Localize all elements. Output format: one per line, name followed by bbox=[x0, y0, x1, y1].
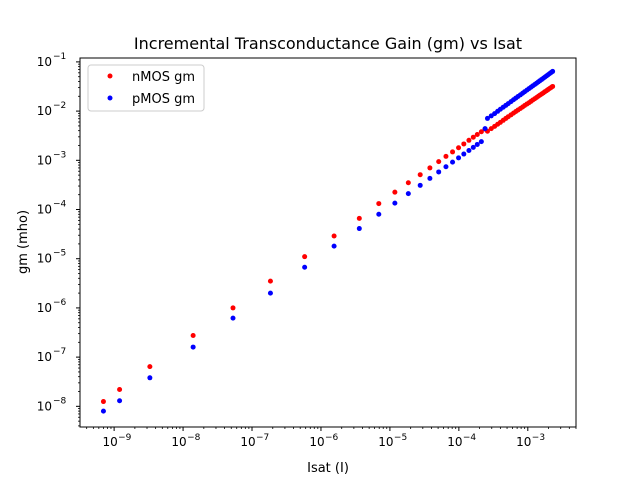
pmos-point bbox=[356, 226, 362, 232]
x-tick-label: 10 bbox=[102, 435, 117, 449]
pmos-point bbox=[456, 155, 462, 161]
y-tick-label-exponent: −3 bbox=[53, 150, 66, 160]
y-tick-label: 10 bbox=[37, 55, 52, 69]
pmos-point bbox=[427, 175, 433, 181]
nmos-point bbox=[392, 189, 398, 195]
pmos-point bbox=[482, 126, 488, 132]
y-tick-label: 10 bbox=[37, 104, 52, 118]
pmos-point bbox=[405, 191, 411, 197]
y-tick-label-exponent: −5 bbox=[53, 249, 66, 259]
nmos-point bbox=[427, 165, 433, 171]
chart-title: Incremental Transconductance Gain (gm) v… bbox=[134, 34, 522, 53]
x-tick-label-exponent: −3 bbox=[532, 433, 545, 443]
pmos-point bbox=[461, 151, 467, 157]
y-tick-label: 10 bbox=[37, 252, 52, 266]
pmos-point bbox=[302, 264, 308, 270]
y-tick-label: 10 bbox=[37, 301, 52, 315]
nmos-point bbox=[302, 254, 308, 260]
x-tick-label-exponent: −5 bbox=[394, 433, 407, 443]
nmos-point bbox=[436, 159, 442, 165]
pmos-point bbox=[190, 344, 196, 350]
nmos-point bbox=[100, 399, 106, 405]
x-tick-label: 10 bbox=[516, 435, 531, 449]
pmos-point bbox=[331, 243, 337, 249]
nmos-point bbox=[550, 83, 556, 89]
nmos-point bbox=[443, 153, 449, 159]
pmos-point bbox=[392, 200, 398, 206]
pmos-point bbox=[443, 164, 449, 170]
nmos-point bbox=[417, 172, 423, 178]
pmos-point bbox=[376, 211, 382, 217]
y-tick-label-exponent: −8 bbox=[53, 396, 67, 406]
nmos-point bbox=[376, 201, 382, 207]
pmos-point bbox=[484, 115, 490, 121]
nmos-point bbox=[474, 131, 480, 137]
y-tick-label: 10 bbox=[37, 153, 52, 167]
legend-nmos-label: nMOS gm bbox=[132, 70, 195, 85]
nmos-point bbox=[461, 141, 467, 147]
x-tick-label-exponent: −7 bbox=[256, 433, 269, 443]
pmos-point bbox=[466, 148, 472, 154]
pmos-point bbox=[474, 141, 480, 147]
legend-box bbox=[87, 64, 205, 112]
nmos-point bbox=[267, 278, 273, 284]
nmos-point bbox=[331, 233, 337, 239]
legend-pmos-label: pMOS gm bbox=[132, 92, 195, 107]
y-axis-label: gm (mho) bbox=[16, 210, 31, 274]
pmos-point bbox=[450, 159, 456, 165]
nmos-point bbox=[466, 137, 472, 143]
plot-points bbox=[100, 68, 556, 414]
nmos-point bbox=[456, 145, 462, 151]
legend-nmos-marker bbox=[107, 73, 113, 79]
nmos-point bbox=[356, 215, 362, 221]
legend: nMOS gm pMOS gm bbox=[87, 64, 205, 112]
y-tick-label-exponent: −7 bbox=[53, 347, 66, 357]
nmos-point bbox=[230, 305, 236, 311]
x-tick-label: 10 bbox=[309, 435, 324, 449]
nmos-point bbox=[478, 129, 484, 135]
nmos-point bbox=[450, 149, 456, 155]
y-axis-ticks: 10−810−710−610−510−410−310−210−1 bbox=[37, 52, 80, 427]
nmos-point bbox=[405, 180, 411, 186]
pmos-point bbox=[147, 375, 153, 381]
pmos-point bbox=[230, 315, 236, 321]
x-tick-label: 10 bbox=[171, 435, 186, 449]
pmos-point bbox=[117, 398, 123, 404]
x-axis-label: Isat (I) bbox=[307, 461, 349, 476]
plot-area-frame bbox=[79, 57, 577, 428]
nmos-point bbox=[147, 364, 153, 370]
y-tick-label: 10 bbox=[37, 350, 52, 364]
nmos-point bbox=[117, 386, 123, 392]
nmos-point bbox=[190, 333, 196, 338]
pmos-point bbox=[100, 408, 106, 414]
x-axis-ticks: 10 −9 10 −8 10 −7 10 −6 10 −5 10 −4 10 −3 bbox=[86, 427, 577, 449]
x-tick-label: 10 bbox=[378, 435, 393, 449]
x-tick-label-exponent: −6 bbox=[325, 433, 339, 443]
pmos-point bbox=[417, 182, 423, 188]
y-tick-label-exponent: −6 bbox=[53, 298, 67, 308]
x-tick-label: 10 bbox=[240, 435, 255, 449]
x-tick-label: 10 bbox=[447, 435, 462, 449]
pmos-point bbox=[470, 144, 476, 150]
pmos-point bbox=[436, 169, 442, 175]
x-tick-label-exponent: −4 bbox=[463, 433, 477, 443]
pmos-point bbox=[478, 139, 484, 145]
x-tick-label-exponent: −8 bbox=[187, 433, 201, 443]
pmos-point bbox=[550, 68, 556, 74]
nmos-point bbox=[470, 134, 476, 140]
legend-pmos-marker bbox=[107, 95, 113, 101]
y-tick-label: 10 bbox=[37, 203, 52, 217]
x-tick-label-exponent: −9 bbox=[118, 433, 132, 443]
y-tick-label-exponent: −2 bbox=[53, 101, 66, 111]
y-tick-label-exponent: −1 bbox=[53, 52, 66, 62]
pmos-point bbox=[267, 290, 273, 296]
y-tick-label: 10 bbox=[37, 399, 52, 413]
y-tick-label-exponent: −4 bbox=[53, 200, 67, 210]
